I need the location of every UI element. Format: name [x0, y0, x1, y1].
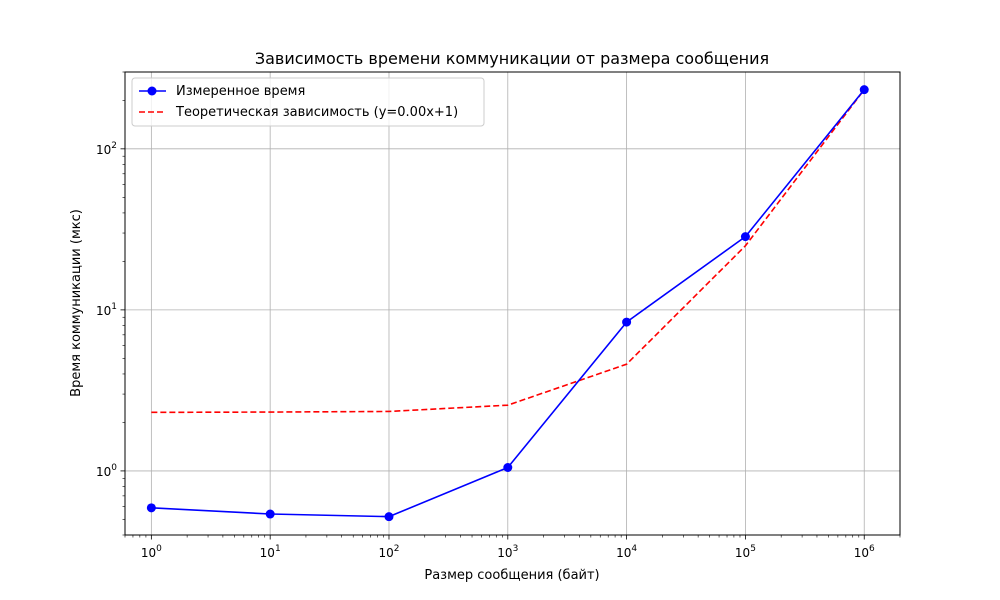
series-layer	[146, 85, 869, 522]
x-tick-exponent: 3	[513, 544, 519, 554]
x-tick-base: 10	[735, 546, 750, 560]
measured-point	[622, 317, 632, 327]
measured-point	[146, 503, 156, 513]
legend-box	[131, 77, 485, 127]
x-tick-label: 105	[735, 544, 756, 560]
x-tick-label: 103	[497, 544, 518, 560]
x-tick-label: 104	[616, 544, 637, 560]
x-axis-label: Размер сообщения (байт)	[424, 568, 599, 583]
x-tick-exponent: 2	[394, 544, 400, 554]
x-tick-exponent: 0	[156, 544, 162, 554]
y-axis-label: Время коммуникации (мкс)	[69, 209, 84, 397]
y-tick-label: 102	[96, 141, 117, 157]
grid-lines	[125, 72, 900, 535]
x-tick-label: 101	[260, 544, 281, 560]
x-tick-base: 10	[260, 546, 275, 560]
x-tick-base: 10	[616, 546, 631, 560]
x-tick-exponent: 4	[631, 544, 637, 554]
y-tick-exponent: 2	[111, 141, 117, 151]
y-tick-base: 10	[96, 143, 111, 157]
x-tick-label: 100	[141, 544, 162, 560]
legend-label-theoretical: Теоретическая зависимость (y=0.00x+1)	[175, 105, 458, 120]
x-tick-label: 102	[378, 544, 399, 560]
x-tick-exponent: 5	[750, 544, 756, 554]
y-tick-exponent: 0	[111, 463, 117, 473]
y-tick-label: 101	[96, 302, 117, 318]
measured-point	[265, 509, 275, 519]
y-tick-exponent: 1	[111, 302, 117, 312]
measured-point	[859, 85, 869, 95]
legend-marker-measured	[147, 86, 157, 96]
x-tick-base: 10	[854, 546, 869, 560]
measured-point	[740, 232, 750, 242]
y-tick-label: 100	[96, 463, 117, 479]
measured-point	[503, 463, 513, 472]
legend: Измеренное время Теоретическая зависимос…	[131, 77, 485, 127]
theoretical-series-line	[151, 89, 865, 414]
chart-title: Зависимость времени коммуникации от разм…	[255, 49, 769, 68]
x-tick-exponent: 6	[869, 544, 875, 554]
x-tick-base: 10	[141, 546, 156, 560]
x-tick-label: 106	[854, 544, 875, 560]
measured-point	[384, 512, 394, 522]
y-tick-base: 10	[96, 304, 111, 318]
plot-area	[125, 72, 900, 535]
plot-frame	[124, 71, 901, 536]
legend-label-measured: Измеренное время	[176, 84, 305, 99]
y-tick-base: 10	[96, 465, 111, 479]
x-tick-base: 10	[378, 546, 393, 560]
x-tick-exponent: 1	[275, 544, 281, 554]
x-tick-base: 10	[497, 546, 512, 560]
